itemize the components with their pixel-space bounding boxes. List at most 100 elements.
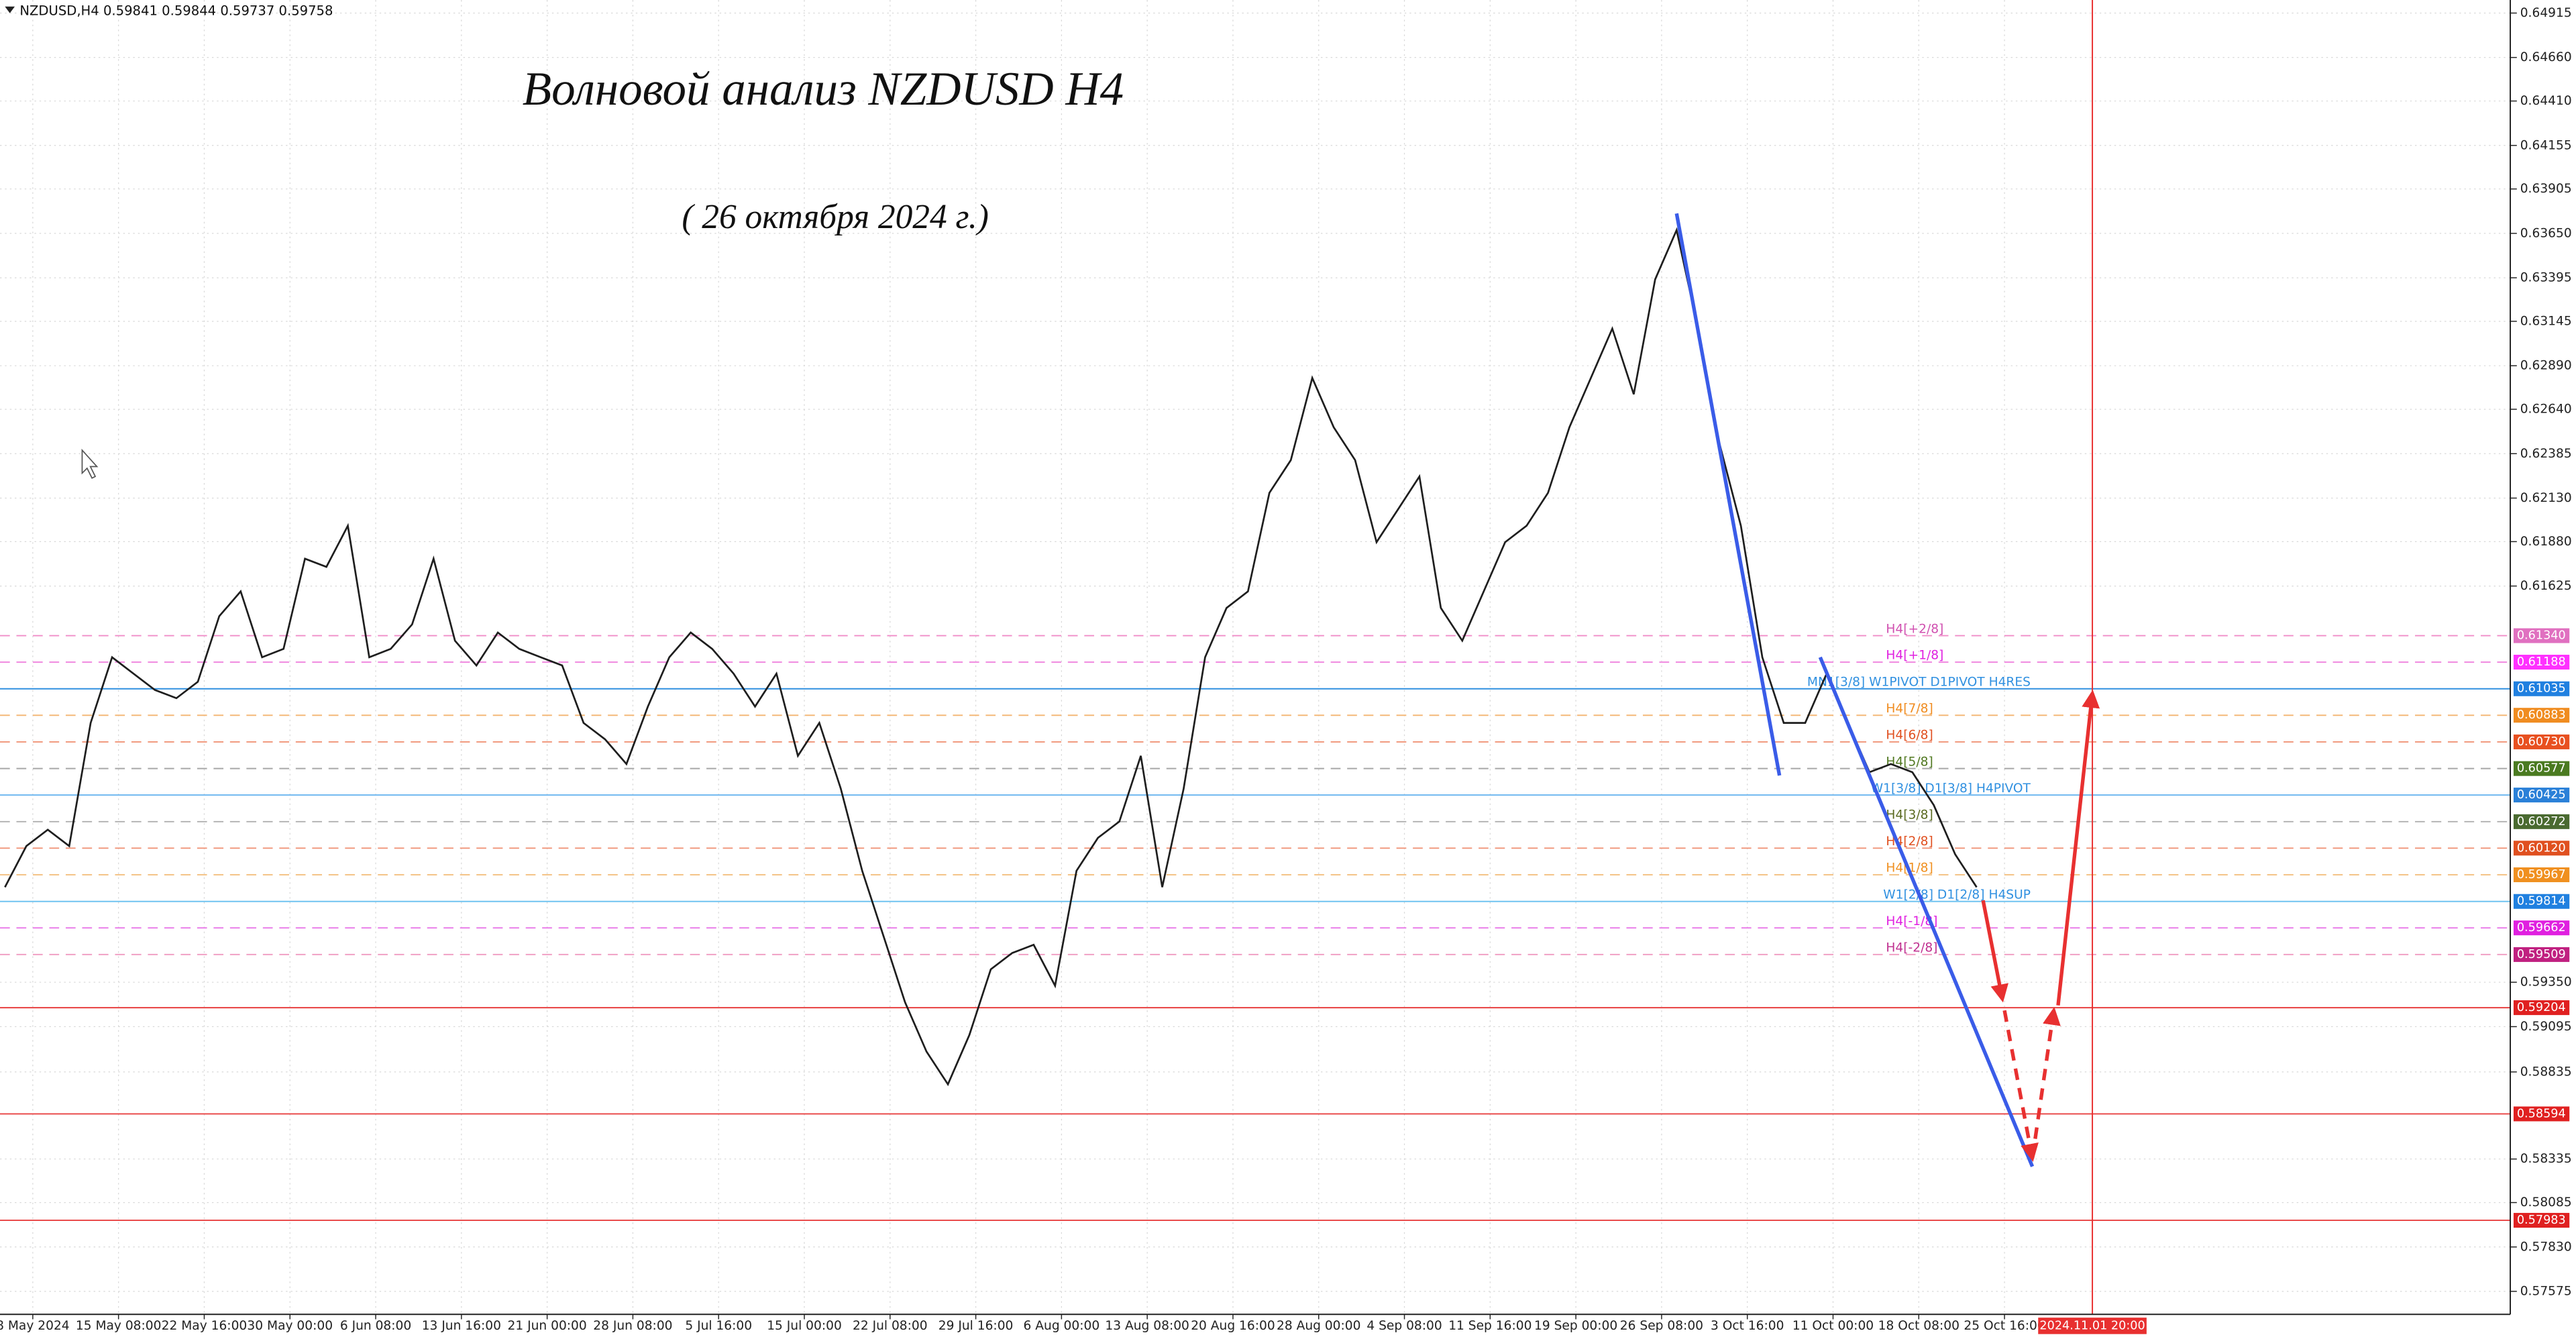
y-tick-label: 0.58085 (2520, 1195, 2572, 1210)
price-box-label: 0.60272 (2517, 815, 2566, 828)
price-box (2513, 920, 2570, 936)
y-tick-label: 0.58835 (2520, 1065, 2572, 1079)
y-tick-label: 0.61880 (2520, 535, 2572, 549)
y-tick-label: 0.61625 (2520, 579, 2572, 593)
x-tick-label: 30 May 00:00 (247, 1319, 333, 1333)
y-tick-label: 0.62385 (2520, 447, 2572, 461)
y-tick-label: 0.59350 (2520, 975, 2572, 989)
x-tick-label: 3 Oct 16:00 (1711, 1319, 1784, 1333)
drawings (1674, 0, 2100, 1315)
price-box (2513, 1000, 2570, 1016)
forecast-line (2030, 1006, 2061, 1159)
price-box (2513, 947, 2570, 962)
y-tick-label: 0.64660 (2520, 50, 2572, 64)
y-tick-label: 0.62890 (2520, 359, 2572, 373)
header: NZDUSD,H4 0.59841 0.59844 0.59737 0.5975… (19, 3, 333, 19)
x-tick-label: 25 Oct 16:00 (1964, 1319, 2045, 1333)
price-box (2513, 1213, 2570, 1228)
price-box-label: 0.61340 (2517, 629, 2566, 643)
price-box (2513, 867, 2570, 883)
x-tick-label: 15 Jul 00:00 (767, 1319, 842, 1333)
price-box (2513, 655, 2570, 670)
price-box-label: 0.61188 (2517, 655, 2566, 669)
price-box-label: 0.59967 (2517, 868, 2566, 881)
price-box (2513, 894, 2570, 909)
price-box-label: 0.60730 (2517, 735, 2566, 749)
x-tick-label: 13 Jun 16:00 (422, 1319, 501, 1333)
price-box (2513, 1106, 2570, 1122)
x-tick-label: 20 Aug 16:00 (1191, 1319, 1275, 1333)
x-tick-label: 29 Jul 16:00 (938, 1319, 1014, 1333)
price-box-label: 0.58594 (2517, 1107, 2566, 1120)
forecast-line (2002, 1010, 2039, 1162)
x-tick-label: 18 Oct 08:00 (1878, 1319, 1960, 1333)
x-tick-label: 21 Jun 00:00 (508, 1319, 587, 1333)
x-tick-label: 8 May 2024 (0, 1319, 70, 1333)
trend-line (1818, 656, 2035, 1167)
x-tick-label: 5 Jul 16:00 (685, 1319, 752, 1333)
price-line (4, 227, 1978, 1087)
price-box-label: 0.59662 (2517, 921, 2566, 934)
price-box-label: 0.60120 (2517, 841, 2566, 855)
price-box-label: 0.60883 (2517, 708, 2566, 722)
level-label: H4[5/8] (1886, 755, 1933, 769)
axes: 0.64915 0.64660 0.64410 0.64155 0.63905 0.636… (0, 6, 2572, 1334)
level-label: H4[6/8] (1886, 729, 1933, 743)
price-box (2513, 681, 2570, 696)
x-tick-label: 11 Sep 16:00 (1448, 1319, 1532, 1333)
y-tick-label: 0.63145 (2520, 314, 2572, 328)
price-box (2513, 628, 2570, 643)
price-box (2513, 761, 2570, 776)
y-tick-label: 0.62640 (2520, 403, 2572, 417)
x-tick-label: 6 Jun 08:00 (340, 1319, 411, 1333)
x-tick-label: 13 Aug 08:00 (1105, 1319, 1189, 1333)
price-box-label: 0.59509 (2517, 948, 2566, 961)
trend-line (1674, 213, 1782, 776)
price-box (2513, 788, 2570, 803)
price-box-label: 0.59204 (2517, 1001, 2566, 1014)
x-tick-label: 22 May 16:00 (162, 1319, 248, 1333)
level-label: W1[2/8] D1[2/8] H4SUP (1883, 888, 2031, 902)
forecast-line (1981, 900, 2008, 1003)
y-tick-label: 0.57575 (2520, 1284, 2572, 1298)
level-label: H4[-2/8] (1886, 941, 1937, 955)
level-label: MN1[3/8] W1PIVOT D1PIVOT H4RES (1807, 675, 2031, 689)
price-box-label: 0.57983 (2517, 1214, 2566, 1227)
chart-subtitle: ( 26 октября 2024 г.) (682, 198, 989, 236)
price-box (2513, 734, 2570, 749)
x-tick-label: 11 Oct 00:00 (1792, 1319, 1874, 1333)
level-label: H4[+1/8] (1886, 649, 1943, 663)
y-tick-label: 0.63905 (2520, 182, 2572, 196)
level-label: H4[-1/8] (1886, 914, 1937, 928)
y-tick-label: 0.63395 (2520, 271, 2572, 285)
price-box-label: 0.59814 (2517, 895, 2566, 908)
header-icon (5, 6, 15, 13)
x-tick-label: 19 Sep 00:00 (1534, 1319, 1617, 1333)
y-tick-label: 0.59095 (2520, 1020, 2572, 1034)
forecast-line (2056, 690, 2100, 1006)
price-box (2513, 708, 2570, 723)
price-box-label: 0.60425 (2517, 788, 2566, 802)
price-box (2513, 841, 2570, 856)
x-tick-label: 28 Jun 08:00 (593, 1319, 672, 1333)
cursor (81, 448, 99, 479)
x-tick-label: 26 Sep 08:00 (1620, 1319, 1703, 1333)
level-label: W1[3/8] D1[3/8] H4PIVOT (1871, 782, 2031, 796)
level-label: H4[3/8] (1886, 808, 1933, 822)
x-tick-label: 6 Aug 00:00 (1024, 1319, 1100, 1333)
y-tick-label: 0.64410 (2520, 94, 2572, 108)
y-tick-label: 0.64915 (2520, 6, 2572, 20)
price-box-label: 0.61035 (2517, 682, 2566, 696)
y-tick-label: 0.64155 (2520, 138, 2572, 152)
price-box-label: 0.60577 (2517, 762, 2566, 775)
y-tick-label: 0.57830 (2520, 1240, 2572, 1254)
level-label: H4[+2/8] (1886, 622, 1943, 636)
y-tick-label: 0.58335 (2520, 1152, 2572, 1166)
series (4, 227, 1978, 1087)
y-tick-label: 0.62130 (2520, 491, 2572, 505)
x-tick-label: 15 May 08:00 (76, 1319, 162, 1333)
y-tick-label: 0.63650 (2520, 226, 2572, 240)
